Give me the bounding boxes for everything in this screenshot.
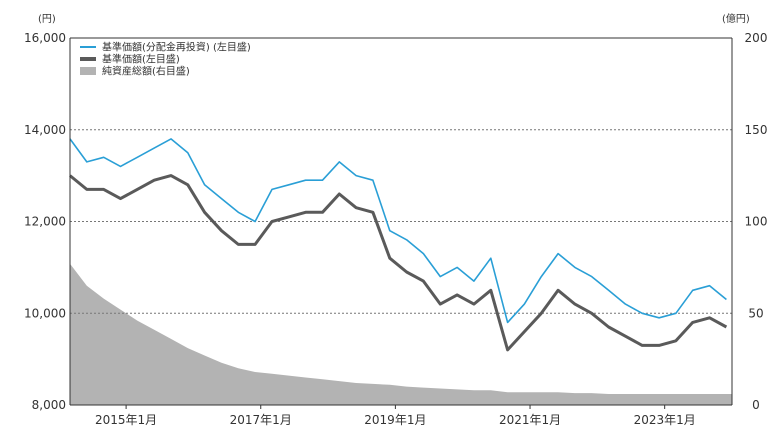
axes-layer: 8,000 10,000 12,000 14,000 16,000 0 50 100 150 20… — [24, 12, 767, 427]
left-tick-label: 10,000 — [24, 306, 66, 320]
right-tick-label: 150 — [745, 123, 768, 137]
x-tick-label: 2017年1月 — [230, 413, 292, 427]
legend: 基準価額(分配金再投資) (左目盛)基準価額(左目盛)純資産総額(右目盛) — [80, 41, 251, 78]
left-tick-label: 12,000 — [24, 215, 66, 229]
right-tick-label: 0 — [752, 398, 760, 412]
left-tick-label: 16,000 — [24, 31, 66, 45]
price-lines-layer — [69, 138, 728, 352]
right-unit-label: (億円) — [722, 12, 750, 25]
legend-label: 純資産総額(右目盛) — [102, 65, 190, 78]
x-tick-label: 2023年1月 — [634, 413, 696, 427]
x-tick-label: 2021年1月 — [499, 413, 561, 427]
net-assets-area-layer — [70, 263, 732, 405]
legend-label: 基準価額(左目盛) — [102, 53, 180, 66]
grid-layer — [70, 129, 732, 314]
series-nav-reinvested-line — [69, 138, 727, 324]
x-tick-label: 2015年1月 — [95, 413, 157, 427]
right-tick-label: 200 — [745, 31, 768, 45]
series-nav-line — [69, 174, 728, 352]
right-tick-label: 50 — [748, 306, 763, 320]
series-net-assets-area — [70, 263, 732, 405]
left-tick-label: 8,000 — [32, 398, 66, 412]
left-tick-label: 14,000 — [24, 123, 66, 137]
legend-swatch — [80, 67, 96, 75]
right-tick-label: 100 — [745, 215, 768, 229]
x-tick-label: 2019年1月 — [364, 413, 426, 427]
left-unit-label: (円) — [38, 14, 56, 25]
legend-label: 基準価額(分配金再投資) (左目盛) — [102, 41, 251, 54]
